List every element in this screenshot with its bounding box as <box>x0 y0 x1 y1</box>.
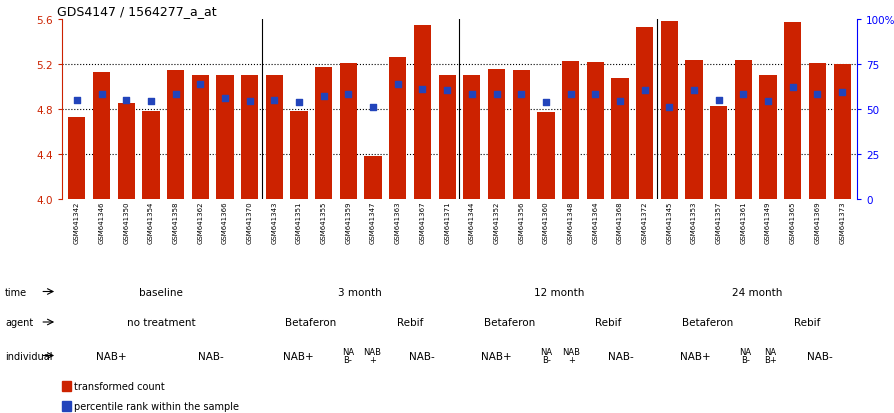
Text: NAB
+: NAB + <box>561 347 579 364</box>
Point <box>834 90 848 96</box>
Text: baseline: baseline <box>139 287 183 297</box>
Bar <box>240 76 258 199</box>
Text: NAB+: NAB+ <box>97 351 127 361</box>
Point <box>70 97 84 104</box>
Bar <box>660 22 678 199</box>
Text: no treatment: no treatment <box>127 317 196 327</box>
Point <box>94 92 108 98</box>
Text: Rebif: Rebif <box>595 317 621 327</box>
Text: NAB-: NAB- <box>198 351 224 361</box>
Point <box>242 99 257 105</box>
Bar <box>463 76 480 199</box>
Bar <box>413 26 431 199</box>
Bar <box>783 23 800 199</box>
Text: NAB-: NAB- <box>806 351 831 361</box>
Point <box>612 99 627 105</box>
Text: Betaferon: Betaferon <box>681 317 733 327</box>
Point <box>489 92 503 98</box>
Bar <box>117 104 135 199</box>
Bar <box>290 112 308 199</box>
Point <box>538 100 552 106</box>
Point <box>809 92 823 98</box>
Text: NAB+: NAB+ <box>283 351 313 361</box>
Bar <box>364 157 382 199</box>
Text: transformed count: transformed count <box>74 381 164 391</box>
Point <box>736 92 750 98</box>
Bar <box>389 58 406 199</box>
Bar <box>191 76 208 199</box>
Bar <box>685 60 702 199</box>
Bar <box>142 112 159 199</box>
Bar <box>167 71 184 199</box>
Text: NA
B-: NA B- <box>540 347 552 364</box>
Text: NA
B-: NA B- <box>342 347 353 364</box>
Text: NAB+: NAB+ <box>679 351 710 361</box>
Point <box>217 95 232 102</box>
Text: Betaferon: Betaferon <box>483 317 535 327</box>
Text: NA
B+: NA B+ <box>763 347 776 364</box>
Point <box>440 88 454 94</box>
Bar <box>734 60 751 199</box>
Bar <box>512 71 529 199</box>
Bar <box>266 76 283 199</box>
Point <box>563 92 578 98</box>
Text: GDS4147 / 1564277_a_at: GDS4147 / 1564277_a_at <box>57 5 216 18</box>
Point <box>662 104 676 111</box>
Point <box>711 97 725 104</box>
Point <box>785 84 799 90</box>
Text: NAB+: NAB+ <box>481 351 511 361</box>
Bar <box>68 118 85 199</box>
Bar <box>709 107 727 199</box>
Text: 3 month: 3 month <box>338 287 382 297</box>
Point <box>341 92 355 98</box>
Text: NAB-: NAB- <box>409 351 434 361</box>
Point <box>316 93 331 100</box>
Point <box>144 99 158 105</box>
Text: NAB
+: NAB + <box>363 347 381 364</box>
Bar <box>438 76 455 199</box>
Point <box>587 92 602 98</box>
Point <box>267 97 282 104</box>
Point <box>415 86 429 93</box>
Text: 24 month: 24 month <box>731 287 782 297</box>
Bar <box>808 64 825 199</box>
Bar <box>586 63 603 199</box>
Bar <box>340 64 357 199</box>
Text: Rebif: Rebif <box>793 317 820 327</box>
Point <box>119 97 133 104</box>
Point <box>168 92 182 98</box>
Text: Rebif: Rebif <box>396 317 423 327</box>
Text: percentile rank within the sample: percentile rank within the sample <box>74 401 239 411</box>
Text: Betaferon: Betaferon <box>284 317 335 327</box>
Text: NAB-: NAB- <box>607 351 633 361</box>
Bar <box>561 62 578 199</box>
Text: NA
B-: NA B- <box>738 347 750 364</box>
Bar <box>487 69 504 199</box>
Bar <box>315 68 332 199</box>
Point <box>686 88 700 94</box>
Text: agent: agent <box>5 317 33 327</box>
Point <box>366 104 380 111</box>
Point <box>193 82 207 88</box>
Bar <box>611 78 628 199</box>
Bar <box>62 401 71 411</box>
Bar <box>832 65 850 199</box>
Point <box>464 92 478 98</box>
Point <box>513 92 527 98</box>
Text: individual: individual <box>5 351 53 361</box>
Bar <box>759 76 776 199</box>
Bar <box>536 113 554 199</box>
Bar <box>636 28 653 199</box>
Point <box>760 99 774 105</box>
Text: time: time <box>5 287 27 297</box>
Text: 12 month: 12 month <box>533 287 584 297</box>
Bar <box>93 73 110 199</box>
Bar <box>216 76 233 199</box>
Point <box>390 82 404 88</box>
Point <box>291 100 306 106</box>
Point <box>637 88 651 94</box>
Bar <box>62 381 71 391</box>
